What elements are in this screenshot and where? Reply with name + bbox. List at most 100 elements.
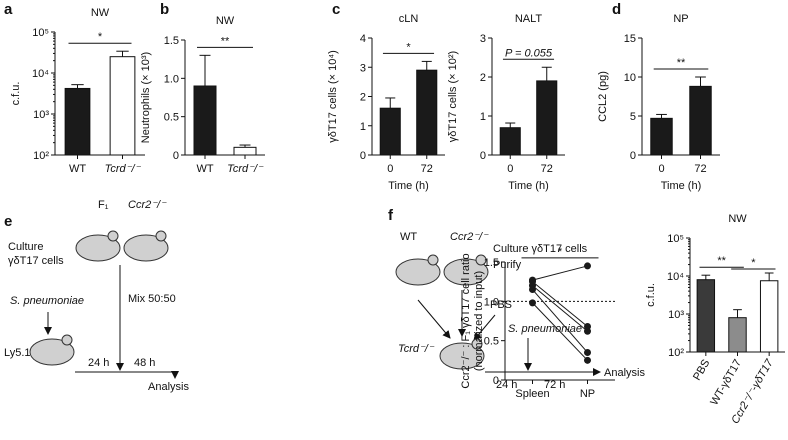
significance-label: **	[677, 57, 686, 69]
y-tick-label: 1.0	[164, 73, 179, 85]
x-tick-label: WT	[69, 163, 86, 175]
mouse-ear	[427, 254, 439, 266]
y-tick-label: 4	[360, 33, 366, 45]
chart-title: NW	[728, 213, 747, 225]
chart: a NW c.f.u. 10² 10³ 10⁴ 10⁵ WT Tcrd⁻/⁻ *	[4, 1, 145, 175]
mouse	[123, 234, 169, 262]
bar	[379, 107, 401, 156]
chart-title: cLN	[399, 13, 419, 25]
x-tick-label: 72	[694, 163, 706, 175]
y-tick-label: 10⁴	[32, 68, 49, 80]
diagram-text: Ly5.1	[4, 347, 31, 359]
chart: b NW Neutrophils (× 10³) 0 0.5 1.0 1.5 WT Tcrd⁻/…	[140, 1, 265, 175]
chart-title: NALT	[515, 13, 543, 25]
diagram-text: γδT17 cells	[8, 255, 64, 267]
diagram-text: Analysis	[148, 381, 189, 393]
mouse-ear	[475, 254, 487, 266]
bar	[759, 280, 779, 353]
chart: c cLN γδT17 cells (× 10⁴) 0 1 2 3 4 0 72 Time (h) *	[327, 1, 445, 192]
chart: NALT γδT17 cells (× 10²) 0 1 2 3 0 72 Time (h) P …	[447, 13, 565, 192]
y-axis-label: c.f.u.	[645, 283, 657, 307]
diagram-text: Ccr2⁻/⁻	[128, 199, 167, 211]
x-tick-label: PBS	[691, 358, 712, 383]
series-line	[532, 302, 588, 361]
y-tick-label: 3	[480, 33, 486, 45]
y-tick-label: 1.5	[484, 257, 499, 269]
y-tick-label: 10²	[668, 347, 684, 359]
x-axis-label: Time (h)	[508, 180, 549, 192]
panel-label: f	[388, 207, 394, 224]
diagram-text: 72 h	[544, 379, 565, 391]
x-tick-label: 72	[541, 163, 553, 175]
x-tick-label: 0	[507, 163, 513, 175]
y-tick-label: 15	[624, 33, 636, 45]
y-axis-label: (normalized to input)	[473, 271, 485, 371]
y-tick-label: 0	[480, 150, 486, 162]
y-axis-label: Neutrophils (× 10³)	[140, 52, 152, 143]
diagram-text: PBS	[490, 299, 512, 311]
diagram-text: Ccr2⁻/⁻	[450, 231, 489, 243]
panel-label: b	[160, 1, 169, 18]
point	[529, 299, 536, 307]
series-line	[532, 281, 588, 327]
chart: Ccr2⁻/⁻ : F₁ γδT17 cell ratio (normalized…	[460, 246, 615, 400]
y-tick-label: 5	[630, 111, 636, 123]
series-line	[532, 289, 588, 353]
mouse-ear	[107, 230, 119, 242]
diagram-text: 24 h	[88, 357, 109, 369]
bar	[499, 127, 521, 156]
significance-label: **	[221, 35, 230, 47]
x-tick-label: WT-γδT17	[708, 358, 744, 408]
diagram-text: Mix 50:50	[128, 293, 176, 305]
mouse	[75, 234, 121, 262]
diagram-text: F₁	[98, 199, 109, 211]
y-tick-label: 0	[173, 150, 179, 162]
series-line	[532, 285, 588, 332]
bar	[416, 69, 438, 156]
y-tick-label: 10³	[33, 109, 49, 121]
x-tick-label: Tcrd⁻/⁻	[105, 163, 142, 175]
x-tick-label: 0	[387, 163, 393, 175]
significance-label: P = 0.055	[505, 47, 553, 59]
mouse	[443, 258, 489, 286]
bar	[650, 117, 673, 156]
diagram-text: Analysis	[604, 367, 645, 379]
significance-label: **	[717, 255, 726, 267]
diagram-text: Culture γδT17 cells	[493, 243, 588, 255]
bar	[536, 80, 558, 156]
y-tick-label: 10³	[668, 309, 684, 321]
y-tick-label: 1	[480, 111, 486, 123]
y-axis-label: c.f.u.	[10, 82, 22, 106]
y-tick-label: 1.0	[484, 296, 499, 308]
y-tick-label: 1.5	[164, 35, 179, 47]
point	[529, 286, 536, 294]
x-tick-label: Spleen	[515, 388, 549, 400]
chart: d NP CCL2 (pg) 0 5 10 15 0 72 Time (h) **	[597, 1, 720, 192]
mouse	[439, 342, 485, 370]
bar	[728, 317, 747, 353]
significance-label: *	[406, 41, 411, 53]
x-tick-label: 0	[658, 163, 664, 175]
bar	[193, 85, 217, 156]
y-tick-label: 10⁴	[667, 271, 684, 283]
panel-label: a	[4, 1, 13, 18]
significance-label: *	[98, 31, 103, 43]
significance-label: *	[558, 246, 563, 258]
x-tick-label: WT	[196, 163, 213, 175]
y-tick-label: 3	[360, 62, 366, 74]
y-tick-label: 10	[624, 72, 636, 84]
mouse-ear	[471, 338, 483, 350]
mouse	[29, 338, 75, 366]
bar	[109, 56, 136, 156]
y-tick-label: 1	[360, 121, 366, 133]
chart: NWc.f.u.10²10³10⁴10⁵PBSWT-γδT17Ccr2⁻/⁻-γ…	[645, 213, 785, 426]
arrow	[417, 299, 451, 339]
diagram-text: S. pneumoniae	[10, 295, 84, 307]
bar	[64, 87, 91, 156]
y-axis-label: CCL2 (pg)	[597, 71, 609, 122]
panel-label: d	[612, 1, 621, 18]
point	[584, 356, 591, 364]
diagram-text: 48 h	[134, 357, 155, 369]
y-tick-label: 10⁵	[32, 27, 49, 39]
